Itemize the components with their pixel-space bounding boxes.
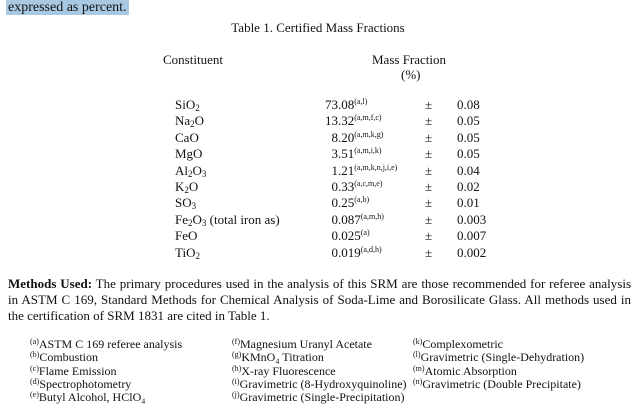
method-codes: (a,d,h): [360, 244, 382, 254]
method-codes: (a,l): [354, 97, 368, 106]
footnote-item: (a)ASTM C 169 referee analysis: [30, 337, 183, 351]
constituent: TiO2: [175, 244, 200, 261]
header-constituent: Constituent: [163, 52, 223, 67]
constituent: Fe2O3 (total iron as): [175, 211, 280, 228]
uncertainty: 0.08: [457, 97, 480, 112]
table-title: Table 1. Certified Mass Fractions: [231, 20, 405, 35]
method-codes: (a): [360, 228, 370, 238]
value-integer: 8: [331, 129, 339, 145]
uncertainty: 0.007: [457, 228, 487, 244]
methods-label: Methods Used:: [8, 276, 93, 291]
value-fraction: .08(a,l): [338, 97, 368, 112]
value-fraction: .25(a,b): [338, 195, 370, 211]
value-integer: 3: [331, 146, 339, 162]
uncertainty: 0.01: [457, 195, 480, 211]
footnote-item: (k)Complexometric: [413, 337, 503, 351]
selected-text[interactable]: expressed as percent.: [6, 0, 129, 15]
plus-minus: ±: [425, 129, 433, 145]
footnote-item: (e)Butyl Alcohol, HClO₄: [30, 390, 146, 405]
table-row: Al2O3 1.21(a,m,k,n,j,i,e) ±0.04: [0, 163, 636, 179]
table-row: Na2O 13.32(a,m,f,c) ±0.05: [0, 113, 636, 129]
uncertainty: 0.05: [457, 146, 480, 162]
table-row: MgO 3.51(a,m,i,k) ±0.05: [0, 146, 636, 162]
table-row: Fe2O3 (total iron as) 0.087(a,m,h) ±0.003: [0, 212, 636, 228]
method-codes: (a,b): [354, 195, 370, 205]
value-integer: 0: [331, 211, 339, 227]
value-fraction: .087(a,m,h): [338, 211, 384, 227]
uncertainty: 0.05: [457, 129, 480, 145]
table-row: K2O 0.33(a,c,m,e) ±0.02: [0, 179, 636, 195]
footnote-item: (b)Combustion: [30, 350, 99, 365]
method-codes: (a,m,i,k): [354, 146, 382, 156]
uncertainty: 0.05: [457, 113, 480, 129]
constituent: Na2O: [175, 113, 205, 130]
method-codes: (a,m,k,g): [354, 129, 384, 139]
constituent: FeO: [175, 228, 198, 244]
plus-minus: ±: [425, 97, 433, 112]
plus-minus: ±: [425, 244, 433, 260]
plus-minus: ±: [425, 179, 433, 194]
method-codes: (a,c,m,e): [354, 179, 383, 188]
value-integer: 1: [331, 162, 339, 178]
value-fraction: .20(a,m,k,g): [338, 129, 384, 145]
uncertainty: 0.04: [457, 162, 480, 178]
constituent: K2O: [175, 179, 199, 195]
footnote-item: (l)Gravimetric (Single-Dehydration): [413, 350, 585, 365]
table-row: CaO 8.20(a,m,k,g) ±0.05: [0, 130, 636, 146]
value-fraction: .33(a,c,m,e): [338, 179, 383, 194]
plus-minus: ±: [425, 162, 433, 178]
constituent: SO3: [175, 195, 197, 212]
methods-text: The primary procedures used in the analy…: [8, 276, 631, 323]
value-fraction: .019(a,d,h): [338, 244, 382, 260]
table-row: FeO 0.025(a) ±0.007: [0, 228, 636, 244]
methods-paragraph: Methods Used: The primary procedures use…: [8, 276, 631, 324]
header-mass-fraction: Mass Fraction: [372, 52, 447, 67]
plus-minus: ±: [425, 146, 433, 162]
constituent: MgO: [175, 146, 203, 162]
footnote-item: (f)Magnesium Uranyl Acetate: [232, 337, 372, 351]
value-integer: 0: [331, 244, 339, 260]
constituent: SiO2: [175, 97, 200, 113]
value-fraction: .51(a,m,i,k): [338, 146, 382, 162]
value-integer: 0: [331, 195, 339, 211]
footnote-item: (n)Gravimetric (Double Precipitate): [413, 376, 581, 391]
footnote-item: (d)Spectrophotometry: [30, 376, 132, 391]
plus-minus: ±: [425, 228, 433, 244]
method-codes: (a,m,f,c): [354, 113, 382, 123]
header-unit: (%): [401, 67, 421, 82]
table-row: SO3 0.25(a,b) ±0.01: [0, 195, 636, 211]
footnote-item: (i)Gravimetric (8-Hydroxyquinoline): [232, 376, 407, 391]
uncertainty: 0.003: [457, 211, 487, 227]
plus-minus: ±: [425, 195, 433, 211]
constituent: CaO: [175, 129, 199, 145]
value-fraction: .21(a,m,k,n,j,i,e): [338, 162, 398, 178]
method-codes: (a,m,k,n,j,i,e): [354, 162, 398, 172]
plus-minus: ±: [425, 113, 433, 129]
footnote-item: (h)X-ray Fluorescence: [232, 363, 336, 378]
method-codes: (a,m,h): [360, 211, 384, 221]
value-integer: 0: [331, 179, 339, 194]
table-row: TiO2 0.019(a,d,h) ±0.002: [0, 245, 636, 261]
footnote-item: (c)Flame Emission: [30, 363, 117, 378]
plus-minus: ±: [425, 211, 433, 227]
footnote-item: (j)Gravimetric (Single-Precipitation): [232, 390, 405, 405]
value-integer: 73: [325, 97, 338, 112]
footnote-item: (m)Atomic Absorption: [413, 363, 517, 378]
value-fraction: .32(a,m,f,c): [338, 113, 382, 129]
value-integer: 13: [325, 113, 338, 129]
value-integer: 0: [331, 228, 339, 244]
uncertainty: 0.002: [457, 244, 487, 260]
value-fraction: .025(a): [338, 228, 370, 244]
constituent: Al2O3: [175, 162, 207, 179]
footnote-item: (g)KMnO₄ Titration: [232, 350, 324, 365]
table-row: SiO2 73.08(a,l) ±0.08: [0, 97, 636, 113]
uncertainty: 0.02: [457, 179, 480, 194]
